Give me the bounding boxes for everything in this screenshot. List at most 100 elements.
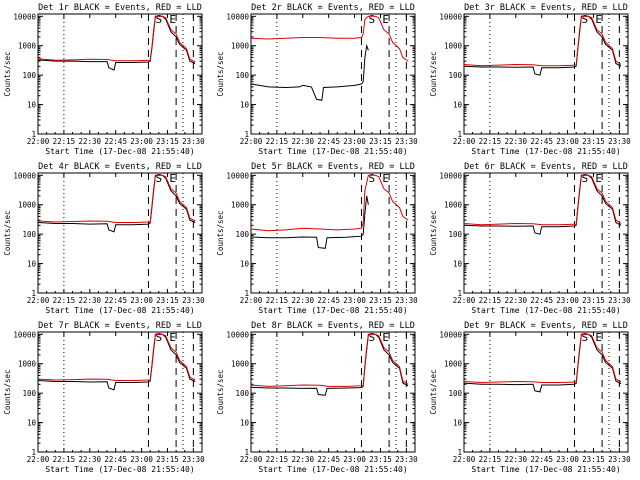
x-tick-label: 22:00 [27,296,50,305]
x-tick-label: 23:30 [395,455,418,464]
x-tick-label: 23:30 [395,137,418,146]
x-tick-label: 22:15 [479,455,502,464]
y-tick-label: 1000 [18,201,37,210]
x-tick-label: 22:00 [27,455,50,464]
y-tick-label: 1 [244,448,249,457]
events-series-line [250,195,369,249]
flag-label: E [595,331,602,344]
y-tick-label: 10 [27,260,37,269]
x-tick-label: 23:15 [156,137,179,146]
x-tick-label: 22:30 [292,455,315,464]
y-tick-label: 1000 [18,42,37,51]
x-tick-label: 22:45 [317,455,340,464]
x-tick-label: 23:15 [582,455,605,464]
x-tick-label: 22:30 [505,137,528,146]
x-tick-label: 22:30 [79,296,102,305]
x-tick-label: 22:15 [266,137,289,146]
y-tick-label: 1 [244,289,249,298]
x-tick-label: 22:00 [240,455,263,464]
x-tick-label: 22:30 [79,137,102,146]
y-tick-label: 100 [22,389,36,398]
x-tick-label: 22:15 [266,455,289,464]
y-tick-label: 100 [235,71,249,80]
chart-title: Det 6r BLACK = Events, RED = LLD [464,162,628,172]
y-tick-label: 100 [448,71,462,80]
y-axis-label: Counts/sec [216,210,225,255]
lld-series-line [37,174,196,223]
y-axis-label: Counts/sec [429,210,438,255]
y-axis-label: Counts/sec [429,51,438,96]
x-tick-label: 22:30 [505,455,528,464]
x-tick-label: 22:15 [266,296,289,305]
chart-title: Det 5r BLACK = Events, RED = LLD [251,162,415,172]
plot-frame [37,331,203,453]
y-tick-label: 100 [22,71,36,80]
x-axis-label: Start Time (17-Dec-08 21:55:40) [471,147,620,156]
x-tick-label: 23:15 [156,455,179,464]
y-tick-label: 1 [457,130,462,139]
x-tick-label: 22:15 [53,455,76,464]
x-tick-label: 23:30 [608,137,631,146]
x-axis-label: Start Time (17-Dec-08 21:55:40) [258,306,407,315]
lld-series-line [250,333,409,387]
plot-frame [463,172,629,294]
x-tick-label: 23:15 [369,137,392,146]
y-tick-label: 1 [31,130,36,139]
y-tick-label: 1 [244,130,249,139]
x-tick-label: 23:15 [156,296,179,305]
y-tick-label: 10000 [226,330,249,339]
x-tick-label: 22:00 [453,296,476,305]
y-tick-label: 1000 [444,201,463,210]
x-tick-label: 22:45 [530,455,553,464]
y-tick-label: 10 [240,260,250,269]
y-axis-label: Counts/sec [3,51,12,96]
chart-title: Det 7r BLACK = Events, RED = LLD [38,321,202,331]
flag-label: E [169,331,176,344]
flag-label: E [595,13,602,26]
x-tick-label: 23:30 [182,455,205,464]
y-tick-label: 100 [235,389,249,398]
lld-series-line [250,15,409,62]
y-tick-label: 10000 [439,330,462,339]
x-tick-label: 23:00 [130,455,153,464]
flag-label: S [582,331,589,344]
flag-label: E [169,172,176,185]
x-tick-label: 23:15 [582,137,605,146]
x-tick-label: 22:00 [240,137,263,146]
y-tick-label: 10000 [439,171,462,180]
plot-frame [250,172,416,294]
chart-panel: Det 7r BLACK = Events, RED = LLD 1 10 100 10… [3,321,205,474]
x-axis-label: Start Time (17-Dec-08 21:55:40) [471,306,620,315]
chart-panel: Det 4r BLACK = Events, RED = LLD 1 10 100 10… [3,162,205,315]
chart-panel: Det 6r BLACK = Events, RED = LLD 1 10 100 10… [429,162,631,315]
y-tick-label: 10000 [226,171,249,180]
x-axis-label: Start Time (17-Dec-08 21:55:40) [471,465,620,474]
x-tick-label: 22:30 [505,296,528,305]
y-tick-label: 10000 [13,330,36,339]
lld-series-line [463,174,622,226]
y-tick-label: 1 [457,289,462,298]
plot-frame [37,172,203,294]
y-tick-label: 10 [27,101,37,110]
x-tick-label: 22:30 [292,296,315,305]
x-tick-label: 23:30 [608,455,631,464]
x-tick-label: 23:00 [130,137,153,146]
chart-title: Det 1r BLACK = Events, RED = LLD [38,3,202,13]
y-axis-label: Counts/sec [216,51,225,96]
x-tick-label: 23:30 [182,296,205,305]
x-axis-label: Start Time (17-Dec-08 21:55:40) [45,306,194,315]
chart-title: Det 9r BLACK = Events, RED = LLD [464,321,628,331]
x-tick-label: 23:30 [182,137,205,146]
y-tick-label: 100 [22,230,36,239]
flag-label: S [156,13,163,26]
y-tick-label: 10000 [13,12,36,21]
flag-label: S [156,172,163,185]
flag-label: E [382,172,389,185]
x-tick-label: 22:30 [79,455,102,464]
y-tick-label: 10000 [226,12,249,21]
x-tick-label: 23:15 [369,296,392,305]
x-tick-label: 23:15 [369,455,392,464]
x-tick-label: 23:15 [582,296,605,305]
x-tick-label: 22:45 [317,137,340,146]
